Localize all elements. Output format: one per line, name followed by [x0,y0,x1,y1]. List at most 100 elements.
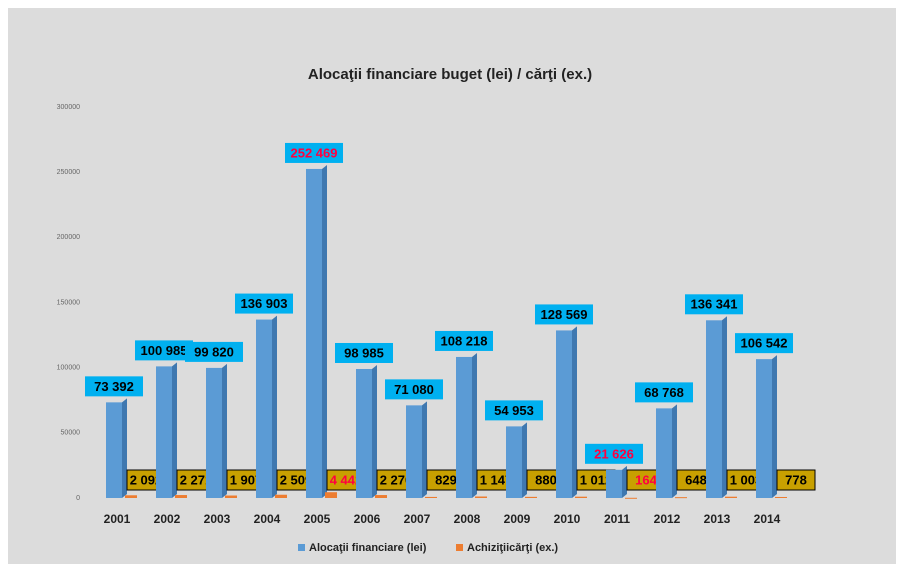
bar [456,356,472,498]
bar [656,408,672,498]
bar [156,366,172,498]
x-tick-label: 2013 [704,512,731,526]
bar [325,492,337,498]
legend-swatch [298,544,305,551]
data-label: 128 569 [541,307,588,322]
data-label-box [185,341,243,362]
y-tick-label: 300000 [57,104,80,111]
data-label: 880 [535,472,557,487]
bar [606,469,622,498]
y-tick-label: 150000 [57,299,80,306]
x-tick-label: 2003 [204,512,231,526]
chart-title: Alocaţii financiare buget (lei) / cărţi … [308,66,592,83]
bar [106,402,122,498]
bar [775,496,787,498]
bar [425,496,437,498]
data-label-box [535,304,593,325]
data-label: 2 271 [180,472,213,487]
bar [225,495,237,498]
data-label-box [435,330,493,351]
bar-side [522,422,527,498]
bar [475,496,487,498]
bar [206,367,222,498]
data-label: 1 003 [730,472,763,487]
data-label: 99 820 [194,344,234,359]
bar-side [472,352,477,498]
bar-side [622,465,627,498]
x-tick-label: 2008 [454,512,481,526]
data-label: 2 270 [380,472,413,487]
data-label: 71 080 [394,382,434,397]
data-label-box [635,382,693,403]
data-label: 164 [635,472,657,487]
data-label: 54 953 [494,403,534,418]
x-tick-label: 2009 [504,512,531,526]
bar [706,320,722,498]
bar [406,405,422,498]
data-label-box [85,376,143,397]
bar-side [172,362,177,498]
bar [575,496,587,498]
bar [675,497,687,499]
data-label: 2 092 [130,472,163,487]
data-label: 1 907 [230,472,263,487]
data-label: 829 [435,472,457,487]
data-label-box [235,293,293,314]
data-label: 73 392 [94,379,134,394]
x-tick-label: 2012 [654,512,681,526]
data-label: 252 469 [291,145,338,160]
data-label-box [485,400,543,421]
legend-swatch [456,544,463,551]
bar [125,495,137,498]
bar [275,494,287,498]
bar-side [672,404,677,498]
y-tick-label: 50000 [61,430,81,437]
data-label-box [385,379,443,400]
x-tick-label: 2010 [554,512,581,526]
y-tick-label: 250000 [57,169,80,176]
bar [175,495,187,498]
data-label: 100 985 [141,343,188,358]
y-tick-label: 200000 [57,234,80,241]
data-label-box [585,443,643,464]
data-label-box [685,294,743,315]
bar-side [422,401,427,498]
x-tick-label: 2006 [354,512,381,526]
bar [256,319,272,498]
bar [375,495,387,498]
bar-side [772,355,777,498]
legend-label: Alocaţii financiare (lei) [309,542,427,554]
y-tick-label: 0 [76,495,80,502]
data-label: 21 626 [594,446,634,461]
bar-side [572,326,577,498]
x-tick-label: 2001 [104,512,131,526]
y-tick-label: 100000 [57,365,80,372]
data-label-box [135,340,193,361]
bar [725,496,737,498]
data-label-box [776,469,816,491]
data-label: 648 [685,472,707,487]
legend-label: Achiziţiicărţi (ex.) [467,542,558,554]
data-label-box [735,333,793,354]
data-label: 778 [785,472,807,487]
data-label: 2 509 [280,472,313,487]
bar-side [722,316,727,498]
data-label: 1 147 [480,472,513,487]
x-tick-label: 2004 [254,512,281,526]
data-label-box [285,142,343,163]
data-label: 98 985 [344,345,384,360]
x-tick-label: 2014 [754,512,781,526]
data-label: 4 442 [330,472,363,487]
bar [356,368,372,498]
data-label: 108 218 [441,333,488,348]
bar [625,497,637,499]
bar [525,496,537,498]
data-label: 136 903 [241,296,288,311]
bar-side [272,315,277,498]
data-label: 1 012 [580,472,613,487]
x-tick-label: 2002 [154,512,181,526]
x-tick-label: 2005 [304,512,331,526]
data-label: 68 768 [644,385,684,400]
data-label-box [335,342,393,363]
